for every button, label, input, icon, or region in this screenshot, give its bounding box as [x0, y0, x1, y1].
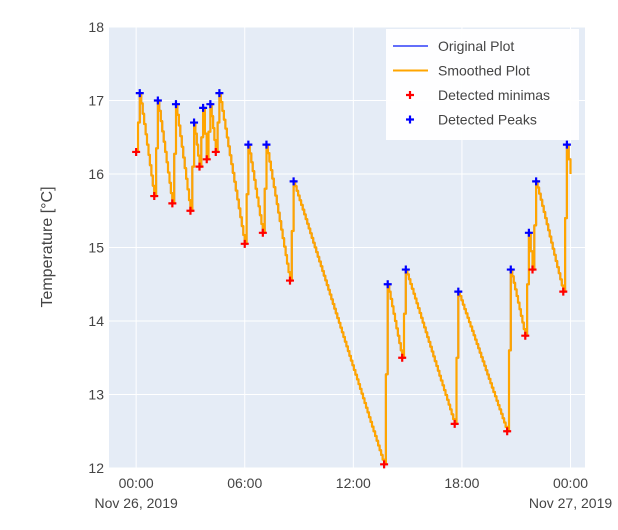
legend-box — [386, 29, 579, 140]
marker-point — [401, 265, 410, 274]
marker-point — [289, 177, 298, 186]
marker-point — [215, 89, 224, 98]
marker-point — [521, 331, 530, 340]
x-tick-label: 00:00 — [553, 475, 588, 491]
legend-item[interactable]: Detected minimas — [406, 87, 550, 103]
marker-point — [168, 199, 177, 208]
series-lines — [136, 92, 572, 466]
marker-point — [258, 228, 267, 237]
legend-item[interactable]: Original Plot — [393, 38, 514, 54]
y-tick-label: 18 — [88, 19, 104, 35]
marker-point — [132, 147, 141, 156]
marker-point — [186, 206, 195, 215]
y-tick-label: 13 — [88, 387, 104, 403]
marker-point — [559, 287, 568, 296]
x-tick-label: 12:00 — [336, 475, 371, 491]
x-tick-label: 00:00 — [119, 475, 154, 491]
marker-point — [135, 89, 144, 98]
marker-point — [202, 155, 211, 164]
marker-point — [503, 427, 512, 436]
marker-point — [524, 228, 533, 237]
legend-item[interactable]: Smoothed Plot — [393, 63, 530, 79]
x-tick-label: 18:00 — [444, 475, 479, 491]
legend-label: Detected minimas — [438, 87, 550, 103]
x-tick-date-label: Nov 26, 2019 — [94, 495, 177, 511]
marker-point — [532, 177, 541, 186]
marker-point — [171, 100, 180, 109]
marker-point — [195, 162, 204, 171]
y-tick-label: 16 — [88, 166, 104, 182]
marker-point — [211, 147, 220, 156]
marker-point — [450, 419, 459, 428]
legend[interactable]: Original Plot Smoothed Plot Detected minim… — [386, 29, 579, 140]
legend-marker — [406, 91, 414, 99]
marker-point — [380, 460, 389, 469]
x-tick-label: 06:00 — [227, 475, 262, 491]
marker-point — [398, 353, 407, 362]
legend-label: Smoothed Plot — [438, 63, 530, 79]
series-line — [136, 92, 572, 466]
marker-point — [206, 100, 215, 109]
marker-point — [562, 140, 571, 149]
marker-point — [240, 239, 249, 248]
marker-point — [528, 265, 537, 274]
y-axis: 12 13 14 15 16 17 18 — [88, 19, 104, 476]
series-markers — [132, 89, 571, 469]
marker-point — [506, 265, 515, 274]
y-tick-label: 12 — [88, 460, 104, 476]
y-tick-label: 15 — [88, 240, 104, 256]
y-axis-title: Temperature [°C] — [39, 186, 56, 307]
y-tick-label: 14 — [88, 313, 104, 329]
marker-point — [199, 103, 208, 112]
legend-label: Original Plot — [438, 38, 514, 54]
grid — [109, 26, 585, 469]
marker-point — [454, 287, 463, 296]
marker-point — [150, 192, 159, 201]
marker-point — [244, 140, 253, 149]
marker-point — [262, 140, 271, 149]
x-tick-date-label: Nov 27, 2019 — [529, 495, 612, 511]
marker-point — [190, 118, 199, 127]
x-axis: 00:00 Nov 26, 2019 06:00 12:00 18:00 00:00 Nov… — [94, 475, 612, 511]
legend-item[interactable]: Detected Peaks — [406, 112, 537, 128]
legend-label: Detected Peaks — [438, 112, 537, 128]
marker-point — [153, 96, 162, 105]
marker-point — [383, 280, 392, 289]
legend-marker — [406, 115, 414, 124]
y-tick-label: 17 — [88, 93, 104, 109]
marker-point — [285, 276, 294, 285]
